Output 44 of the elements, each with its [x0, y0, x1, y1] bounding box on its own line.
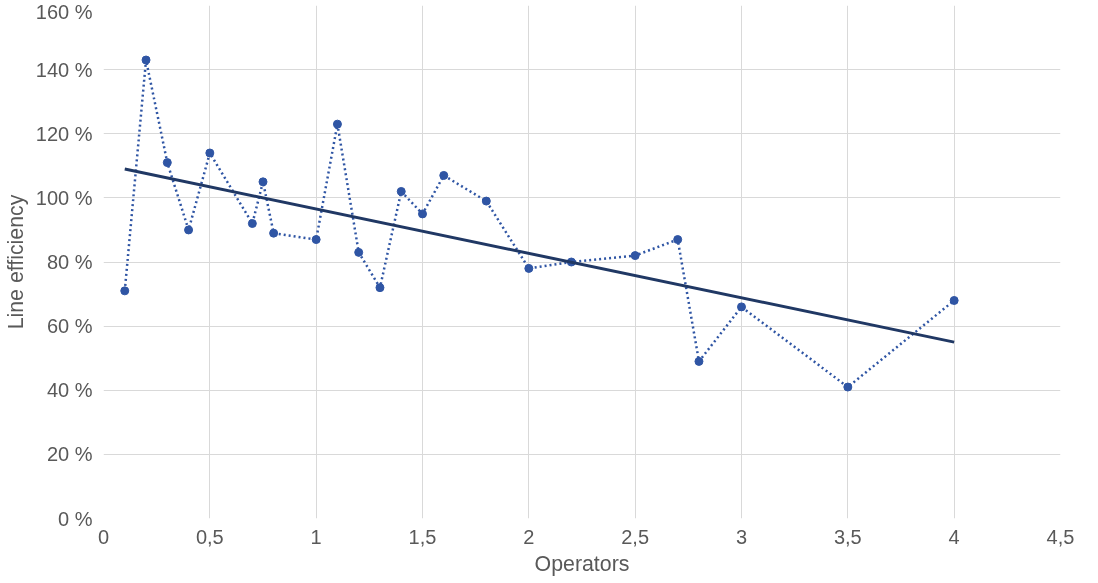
point	[375, 283, 385, 293]
point	[269, 228, 279, 238]
y-axis-title: Line efficiency	[3, 194, 28, 330]
point	[843, 382, 853, 392]
point	[184, 225, 194, 235]
x-axis-title: Operators	[534, 551, 630, 576]
point	[439, 170, 449, 180]
point	[524, 263, 534, 273]
point	[311, 235, 321, 245]
y-tick-label: 20 %	[46, 443, 93, 466]
point	[205, 148, 215, 158]
y-tick-label: 140 %	[35, 58, 93, 81]
y-tick-label: 160 %	[35, 0, 93, 23]
point	[162, 158, 172, 168]
point	[418, 209, 427, 219]
x-tick-label: 3	[735, 525, 748, 548]
x-tick-label: 4,5	[1046, 525, 1075, 548]
x-tick-label: 0	[97, 525, 110, 548]
x-tick-label: 2	[523, 525, 535, 548]
point	[354, 247, 364, 257]
point	[737, 302, 746, 312]
y-tick-label: 60 %	[46, 315, 93, 338]
y-tick-label: 0 %	[58, 507, 93, 530]
point	[694, 356, 704, 366]
point	[949, 295, 959, 305]
point	[481, 196, 491, 206]
point	[630, 251, 640, 261]
point	[396, 186, 406, 196]
point	[332, 119, 342, 129]
x-tick-label: 1,5	[408, 525, 437, 548]
y-tick-label: 100 %	[35, 186, 93, 209]
x-tick-label: 0,5	[195, 525, 224, 548]
point	[247, 219, 257, 229]
point	[673, 235, 683, 245]
x-tick-label: 4	[948, 525, 960, 548]
x-tick-label: 3,5	[833, 525, 862, 548]
y-tick-label: 40 %	[46, 379, 93, 402]
point	[120, 286, 130, 296]
x-tick-label: 1	[310, 525, 322, 548]
point	[141, 55, 151, 65]
x-tick-label: 2,5	[621, 525, 650, 548]
point	[258, 177, 268, 187]
y-tick-label: 120 %	[35, 122, 93, 145]
y-tick-label: 80 %	[46, 251, 93, 273]
